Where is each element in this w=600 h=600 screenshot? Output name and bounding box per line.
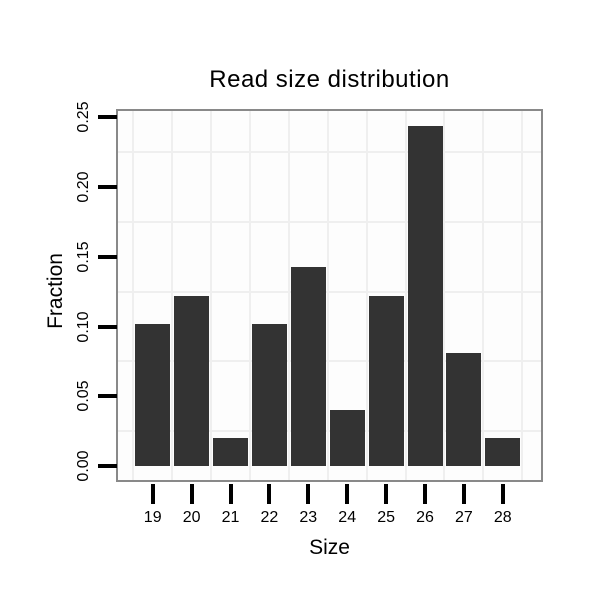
y-axis-tick bbox=[98, 394, 117, 399]
y-tick-label: 0.05 bbox=[75, 380, 92, 412]
gridline-vertical bbox=[132, 111, 135, 480]
bar bbox=[290, 266, 326, 466]
y-tick-label: 0.20 bbox=[75, 171, 92, 203]
gridline-horizontal bbox=[118, 151, 541, 154]
x-tick-label: 22 bbox=[260, 509, 279, 526]
y-tick-label: 0.25 bbox=[75, 101, 92, 133]
bar bbox=[251, 323, 287, 466]
bar bbox=[174, 295, 210, 466]
y-tick-label: 0.10 bbox=[75, 310, 92, 343]
x-axis-tick bbox=[189, 484, 194, 504]
gridline-vertical bbox=[287, 111, 290, 480]
gridline-horizontal bbox=[118, 290, 541, 293]
y-tick-label: 0.15 bbox=[75, 241, 92, 273]
bar bbox=[446, 353, 482, 466]
gridline-vertical bbox=[404, 111, 407, 480]
x-axis-tick bbox=[267, 484, 272, 504]
x-tick-label: 24 bbox=[338, 509, 357, 526]
chart-title: Read size distribution bbox=[209, 66, 450, 93]
gridline-horizontal bbox=[118, 220, 541, 223]
y-axis-tick bbox=[98, 185, 117, 189]
gridline-vertical bbox=[482, 111, 485, 480]
gridline-vertical bbox=[326, 111, 329, 480]
x-tick-label: 21 bbox=[221, 509, 240, 526]
gridline-vertical bbox=[443, 111, 446, 480]
gridline-horizontal bbox=[118, 360, 541, 363]
x-tick-label: 19 bbox=[143, 509, 162, 526]
x-tick-label: 27 bbox=[454, 509, 473, 526]
gridline-vertical bbox=[171, 111, 174, 480]
y-axis-tick bbox=[98, 324, 117, 329]
x-axis-tick bbox=[228, 484, 233, 504]
gridline-vertical bbox=[521, 111, 524, 480]
x-axis-tick bbox=[384, 484, 389, 504]
bar bbox=[329, 410, 365, 466]
x-tick-label: 26 bbox=[416, 509, 434, 526]
bar bbox=[135, 323, 171, 466]
bar bbox=[213, 438, 248, 466]
x-axis-tick bbox=[150, 484, 155, 504]
x-axis-tick bbox=[423, 484, 427, 504]
y-axis-title: Fraction bbox=[44, 253, 67, 329]
bar bbox=[368, 295, 404, 466]
x-tick-label: 25 bbox=[377, 509, 395, 526]
gridline-vertical bbox=[210, 111, 213, 480]
plot-panel bbox=[116, 109, 543, 482]
x-tick-label: 20 bbox=[182, 509, 201, 526]
x-axis-tick bbox=[345, 484, 350, 504]
bar bbox=[485, 438, 521, 466]
y-axis-tick bbox=[98, 464, 117, 468]
x-axis-tick bbox=[461, 484, 466, 504]
x-tick-label: 28 bbox=[493, 509, 512, 526]
gridline-horizontal bbox=[118, 430, 541, 433]
gridline-vertical bbox=[248, 111, 251, 480]
x-axis-tick bbox=[500, 484, 505, 504]
y-axis-tick bbox=[98, 254, 117, 259]
x-axis-title: Size bbox=[309, 536, 350, 559]
y-axis-tick bbox=[98, 115, 117, 120]
gridline-vertical bbox=[365, 111, 368, 480]
x-tick-label: 23 bbox=[299, 509, 318, 526]
bar bbox=[407, 125, 443, 466]
y-tick-label: 0.00 bbox=[75, 450, 92, 482]
x-axis-tick bbox=[306, 484, 311, 504]
